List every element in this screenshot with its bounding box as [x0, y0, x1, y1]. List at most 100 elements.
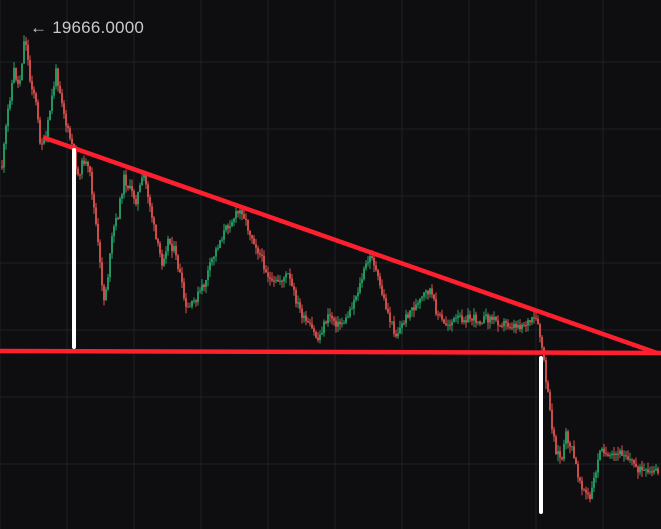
candle-body	[111, 236, 113, 254]
candle-body	[245, 218, 247, 220]
candle-body	[257, 247, 259, 254]
candle-body	[61, 93, 63, 104]
candle-body	[473, 314, 475, 321]
candle-body	[161, 253, 163, 266]
candle-body	[5, 126, 7, 144]
candle-body	[171, 243, 173, 252]
candle-body	[329, 314, 331, 316]
candle-body	[439, 314, 441, 316]
candle-body	[109, 253, 111, 278]
candle-body	[213, 256, 215, 259]
candle-body	[101, 262, 103, 286]
candle-body	[547, 382, 549, 392]
candle-body	[417, 303, 419, 305]
candle-body	[423, 292, 425, 297]
candle-body	[479, 321, 481, 324]
candle-body	[653, 470, 655, 473]
candle-body	[139, 185, 141, 193]
candle-body	[401, 323, 403, 328]
candle-body	[247, 220, 249, 231]
candle-body	[465, 320, 467, 323]
candle-body	[513, 323, 515, 328]
candle-body	[99, 242, 101, 263]
candle-body	[377, 270, 379, 277]
candle-body	[593, 477, 595, 488]
candle-body	[51, 95, 53, 111]
candle-body	[19, 80, 21, 84]
candle-body	[317, 337, 319, 340]
candle-body	[475, 314, 477, 323]
candle-body	[553, 429, 555, 437]
candle-body	[349, 309, 351, 317]
candle-body	[125, 174, 127, 186]
candle-body	[469, 314, 471, 319]
candle-body	[533, 317, 535, 319]
candle-body	[389, 312, 391, 323]
candle-body	[617, 453, 619, 455]
candle-body	[459, 315, 461, 317]
candle-body	[259, 253, 261, 255]
candle-body	[481, 323, 483, 325]
candle-body	[433, 294, 435, 299]
candle-body	[331, 315, 333, 319]
candle-body	[431, 288, 433, 295]
candle-body	[563, 443, 565, 460]
candle-body	[545, 359, 547, 383]
candle-body	[95, 207, 97, 224]
candle-body	[269, 277, 271, 279]
candle-body	[303, 315, 305, 318]
candle-body	[59, 85, 61, 94]
candle-body	[493, 316, 495, 320]
candle-body	[201, 284, 203, 291]
candle-body	[463, 320, 465, 323]
candle-body	[615, 453, 617, 455]
candle-body	[603, 448, 605, 454]
candle-body	[461, 315, 463, 323]
candle-body	[655, 468, 657, 471]
candle-body	[39, 119, 41, 144]
candle-body	[517, 325, 519, 328]
candle-body	[267, 272, 269, 278]
candle-body	[561, 457, 563, 460]
candle-body	[225, 225, 227, 231]
candle-body	[65, 113, 67, 126]
candle-body	[77, 168, 79, 175]
candle-body	[497, 320, 499, 326]
candle-body	[91, 172, 93, 195]
candle-body	[489, 316, 491, 323]
candle-body	[565, 431, 567, 444]
candle-body	[211, 258, 213, 263]
candle-body	[327, 314, 329, 324]
candle-body	[333, 318, 335, 321]
candle-body	[231, 221, 233, 227]
candle-body	[299, 302, 301, 309]
candle-body	[147, 184, 149, 197]
candle-body	[43, 139, 45, 144]
candle-body	[339, 321, 341, 325]
candle-body	[595, 472, 597, 478]
candle-body	[281, 280, 283, 282]
candle-body	[435, 298, 437, 315]
candle-body	[409, 310, 411, 318]
candle-body	[501, 325, 503, 327]
candle-body	[233, 218, 235, 222]
high-price-marker: ← 19666.0000	[30, 18, 144, 38]
candle-body	[107, 277, 109, 290]
candle-body	[191, 300, 193, 307]
candle-body	[491, 316, 493, 320]
candle-body	[395, 333, 397, 337]
candle-body	[407, 314, 409, 318]
candle-body	[177, 255, 179, 269]
candle-body	[305, 315, 307, 321]
candle-body	[425, 290, 427, 293]
candle-body	[85, 161, 87, 164]
candle-body	[495, 316, 497, 321]
candle-body	[131, 186, 133, 192]
candle-body	[343, 322, 345, 324]
candle-body	[145, 173, 147, 185]
candle-body	[199, 290, 201, 292]
candle-body	[447, 324, 449, 326]
candle-body	[453, 318, 455, 322]
candle-body	[629, 459, 631, 461]
